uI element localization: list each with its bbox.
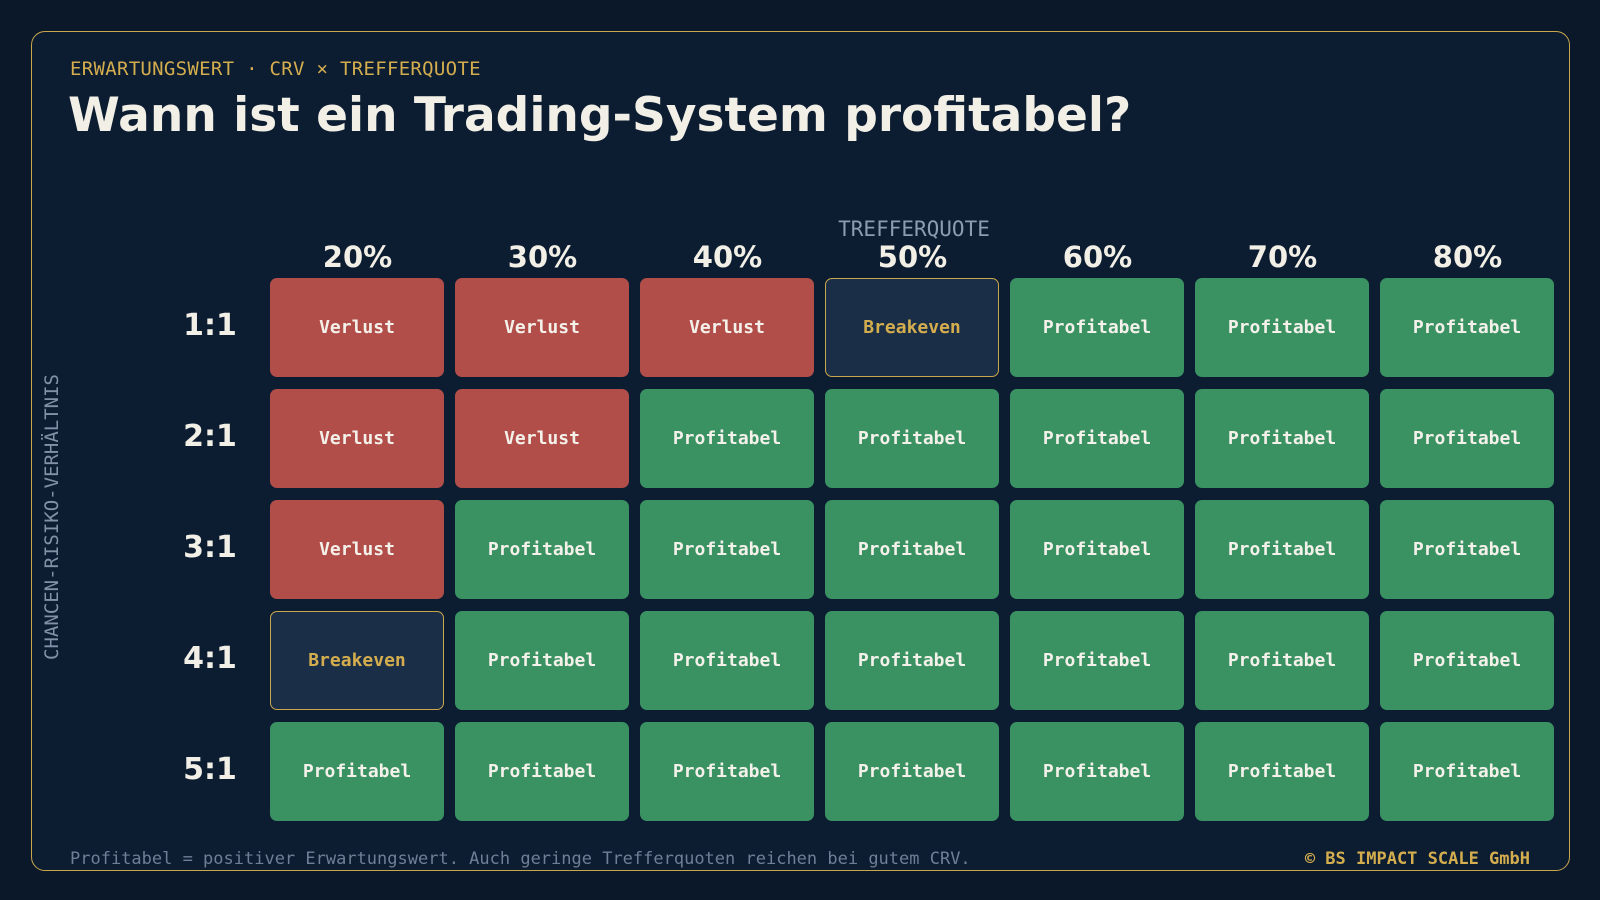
heatmap-cell: Profitabel (825, 500, 999, 599)
row-header: 3:1 (183, 530, 237, 565)
heatmap-cell: Profitabel (1195, 500, 1369, 599)
y-axis-title: CHANCEN-RISIKO-VERHÄLTNIS (41, 374, 63, 660)
heatmap-cell: Profitabel (1195, 611, 1369, 710)
heatmap-cell: Profitabel (825, 611, 999, 710)
heatmap-cell: Profitabel (1195, 389, 1369, 488)
column-header: 50% (877, 240, 948, 274)
heatmap-cell: Profitabel (825, 722, 999, 821)
heatmap-cell: Profitabel (1380, 389, 1554, 488)
row-header: 5:1 (183, 752, 237, 787)
heatmap-cell: Profitabel (455, 500, 629, 599)
heatmap-cell: Profitabel (455, 722, 629, 821)
column-header: 70% (1247, 240, 1318, 274)
page-title: Wann ist ein Trading-System profitabel? (68, 88, 1132, 143)
copyright: © BS IMPACT SCALE GmbH (1304, 849, 1530, 869)
heatmap-cell: Breakeven (270, 611, 444, 710)
row-header: 4:1 (183, 641, 237, 676)
heatmap-cell: Profitabel (1010, 722, 1184, 821)
column-header: 40% (692, 240, 763, 274)
heatmap-cell: Profitabel (1195, 722, 1369, 821)
heatmap-cell: Profitabel (825, 389, 999, 488)
heatmap-cell: Profitabel (1010, 278, 1184, 377)
heatmap-cell: Profitabel (1010, 611, 1184, 710)
heatmap-cell: Profitabel (1010, 389, 1184, 488)
heatmap-cell: Verlust (270, 278, 444, 377)
heatmap-cell: Profitabel (455, 611, 629, 710)
column-header: 80% (1432, 240, 1503, 274)
heatmap-cell: Profitabel (640, 611, 814, 710)
heatmap-cell: Profitabel (640, 722, 814, 821)
heatmap-cell: Profitabel (1380, 500, 1554, 599)
x-axis-title: TREFFERQUOTE (838, 217, 990, 241)
column-header: 60% (1062, 240, 1133, 274)
heatmap-cell: Profitabel (270, 722, 444, 821)
heatmap-cell: Profitabel (1380, 722, 1554, 821)
heatmap-cell: Verlust (270, 389, 444, 488)
heatmap-cell: Profitabel (1380, 611, 1554, 710)
column-header: 30% (507, 240, 578, 274)
heatmap-cell: Verlust (455, 389, 629, 488)
column-header: 20% (322, 240, 393, 274)
heatmap-cell: Verlust (270, 500, 444, 599)
kicker-label: ERWARTUNGSWERT · CRV × TREFFERQUOTE (70, 58, 481, 80)
heatmap-cell: Breakeven (825, 278, 999, 377)
heatmap-cell: Profitabel (1195, 278, 1369, 377)
footnote: Profitabel = positiver Erwartungswert. A… (70, 849, 971, 869)
row-header: 2:1 (183, 419, 237, 454)
heatmap-cell: Profitabel (1010, 500, 1184, 599)
row-header: 1:1 (183, 308, 237, 343)
heatmap-cell: Profitabel (640, 389, 814, 488)
heatmap-cell: Verlust (640, 278, 814, 377)
heatmap-cell: Profitabel (640, 500, 814, 599)
heatmap-cell: Profitabel (1380, 278, 1554, 377)
heatmap-cell: Verlust (455, 278, 629, 377)
